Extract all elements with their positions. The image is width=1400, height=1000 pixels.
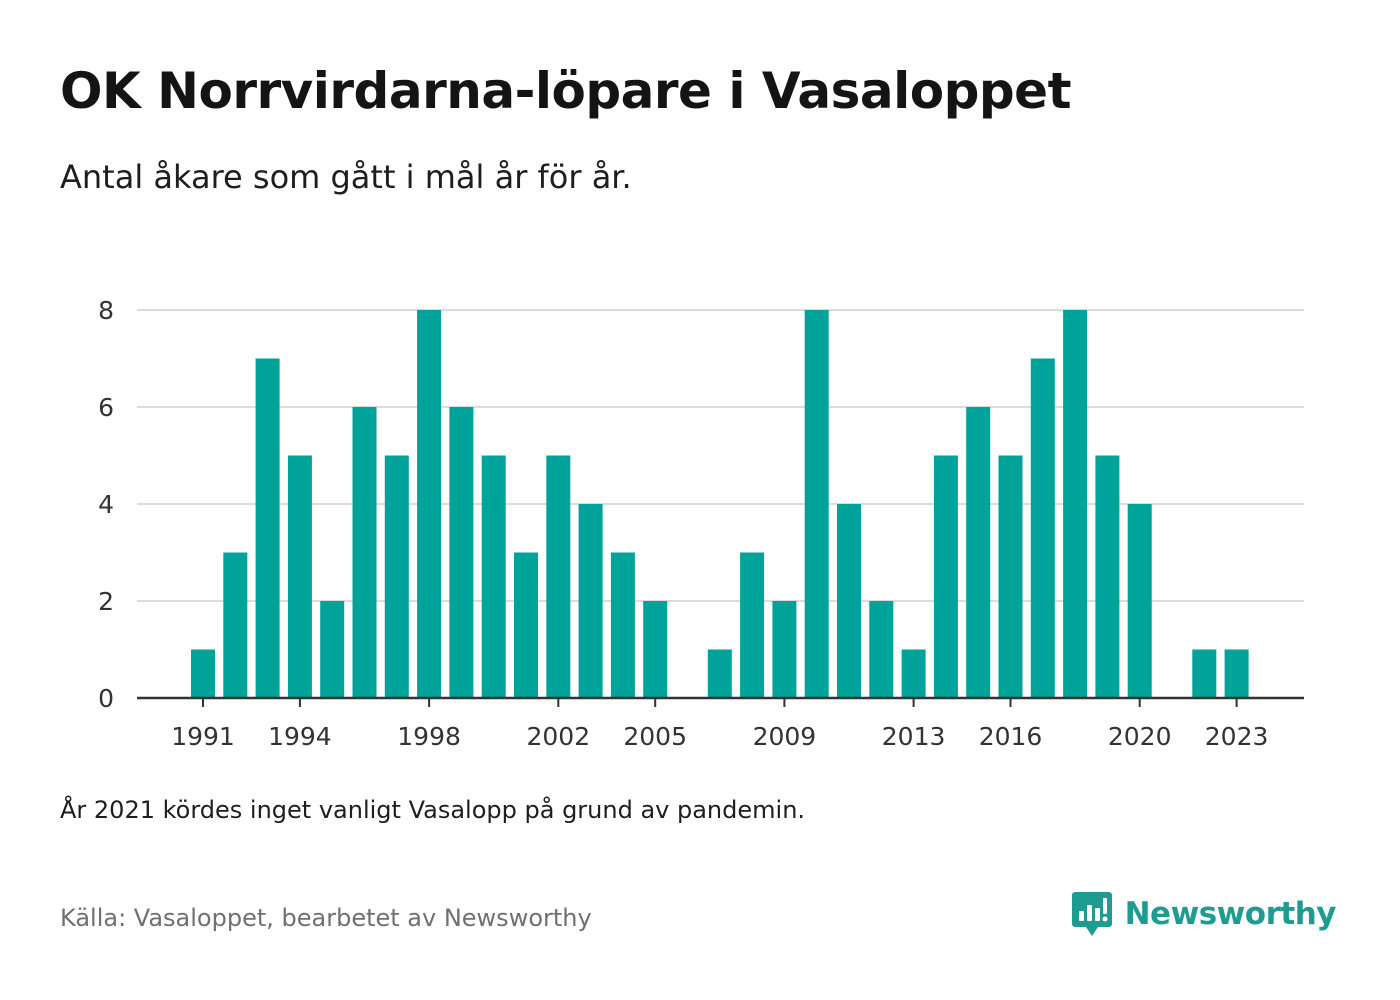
bar-2011 xyxy=(837,504,861,698)
x-tick-label-2013: 2013 xyxy=(882,722,946,751)
bar-2003 xyxy=(578,504,603,698)
y-tick-label-8: 8 xyxy=(98,296,114,325)
bar-1991 xyxy=(191,649,215,698)
bar-2005 xyxy=(643,601,668,698)
x-tick-label-2023: 2023 xyxy=(1205,722,1269,751)
x-tick-label-2009: 2009 xyxy=(753,722,817,751)
bar-2008 xyxy=(740,552,765,698)
bar-2017 xyxy=(1030,358,1055,698)
y-tick-label-4: 4 xyxy=(98,490,114,519)
bar-2009 xyxy=(772,601,797,698)
bar-2002 xyxy=(546,455,571,698)
bar-1994 xyxy=(287,455,312,698)
x-tick-label-2002: 2002 xyxy=(526,722,590,751)
source-credit: Källa: Vasaloppet, bearbetet av Newswort… xyxy=(60,904,592,932)
bar-2012 xyxy=(869,601,894,698)
bar-1993 xyxy=(255,358,280,698)
bar-2001 xyxy=(514,552,538,698)
x-tick-label-2020: 2020 xyxy=(1108,722,1172,751)
bar-2014 xyxy=(933,455,958,698)
bar-2018 xyxy=(1063,310,1088,698)
brand-logo: Newsworthy xyxy=(1071,890,1337,938)
bar-1992 xyxy=(223,552,248,698)
y-tick-label-2: 2 xyxy=(98,587,114,616)
bar-2015 xyxy=(966,407,991,698)
bar-1995 xyxy=(320,601,345,698)
bar-2022 xyxy=(1192,649,1217,698)
bar-2000 xyxy=(481,455,506,698)
bar-1996 xyxy=(352,407,377,698)
chart-subtitle: Antal åkare som gått i mål år för år. xyxy=(60,158,632,196)
bar-2019 xyxy=(1095,455,1120,698)
x-tick-label-2005: 2005 xyxy=(623,722,687,751)
bar-2004 xyxy=(610,552,635,698)
x-tick-label-1994: 1994 xyxy=(268,722,332,751)
bar-2023 xyxy=(1224,649,1249,698)
chart-note: År 2021 kördes inget vanligt Vasalopp på… xyxy=(60,796,806,824)
x-tick-label-1998: 1998 xyxy=(397,722,461,751)
bar-1999 xyxy=(449,407,474,698)
bar-2007 xyxy=(707,649,732,698)
brand-name: Newsworthy xyxy=(1124,896,1337,932)
x-tick-label-1991: 1991 xyxy=(171,722,235,751)
y-tick-label-6: 6 xyxy=(98,393,114,422)
axes: 0 2 4 6 8 1991 1994 1998 2002 2005 2009 2013 2016 202… xyxy=(98,296,1304,751)
chart-title: OK Norrvirdarna-löpare i Vasaloppet xyxy=(60,62,1071,120)
bar-1998 xyxy=(417,310,442,698)
bar-1997 xyxy=(384,455,409,698)
bar-2020 xyxy=(1127,504,1152,698)
bar-chart: 0 2 4 6 8 1991 1994 1998 2002 2005 2009 2013 2016 202… xyxy=(98,296,1304,751)
newsworthy-logo-icon xyxy=(1071,892,1112,936)
y-tick-label-0: 0 xyxy=(98,684,114,713)
bar-2010 xyxy=(804,310,829,698)
bar-2013 xyxy=(901,649,926,698)
bars xyxy=(191,310,1249,698)
bar-2016 xyxy=(998,455,1023,698)
x-tick-label-2016: 2016 xyxy=(979,722,1043,751)
